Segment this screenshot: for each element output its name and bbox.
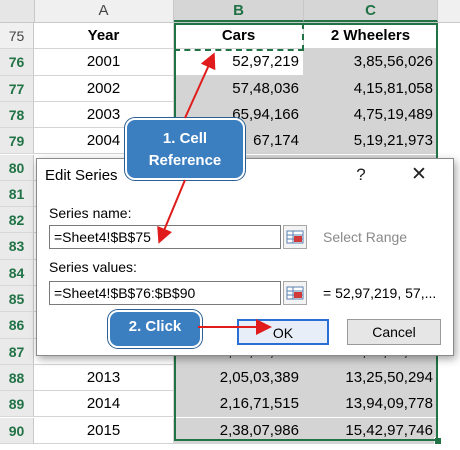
fill-handle[interactable] (434, 437, 442, 445)
table-cell-wheelers[interactable]: 13,25,50,294 (304, 364, 438, 392)
table-cell-cars[interactable]: 2,38,07,986 (174, 417, 304, 444)
select-range-hint: Select Range (323, 229, 408, 245)
ok-button[interactable]: OK (237, 319, 329, 345)
row-header[interactable]: 84 (0, 259, 34, 286)
dialog-title: Edit Series (45, 167, 118, 184)
row-header[interactable]: 83 (0, 233, 34, 260)
edit-series-dialog: Edit Series ? ✕ Series name: =Sheet4!$B$… (36, 158, 454, 356)
column-header-a[interactable]: A (34, 0, 174, 22)
table-cell-year[interactable]: 2013 (34, 364, 174, 392)
row-header[interactable]: 81 (0, 180, 34, 208)
table-cell-wheelers[interactable]: 4,75,19,489 (304, 101, 438, 129)
table-cell-cars[interactable]: 2,16,71,515 (174, 391, 304, 418)
table-cell-year[interactable]: 2002 (34, 75, 174, 102)
table-cell-cars[interactable]: 2,05,03,389 (174, 364, 304, 392)
table-cell-wheelers[interactable]: 4,15,81,058 (304, 75, 438, 102)
callout-line-1: 1. Cell (162, 130, 208, 147)
row-header[interactable]: 90 (0, 417, 34, 444)
row-header[interactable]: 85 (0, 286, 34, 313)
cancel-button[interactable]: Cancel (347, 319, 441, 345)
row-header[interactable]: 76 (0, 49, 34, 76)
select-all-corner[interactable] (0, 0, 35, 22)
row-header[interactable]: 79 (0, 128, 34, 155)
callout-line-2: Reference (148, 152, 222, 169)
row-header[interactable]: 87 (0, 338, 34, 365)
click-callout: 2. Click (108, 310, 202, 348)
row-header[interactable]: 82 (0, 207, 34, 234)
column-header-c[interactable]: C (304, 0, 438, 22)
row-header[interactable]: 86 (0, 312, 34, 339)
table-cell-year[interactable]: 2003 (34, 101, 174, 129)
row-header[interactable]: 77 (0, 75, 34, 102)
column-title-cars[interactable]: Cars (174, 23, 304, 50)
close-button[interactable]: ✕ (411, 164, 427, 185)
table-cell-year[interactable]: 2001 (34, 49, 174, 76)
series-values-label: Series values: (49, 259, 137, 275)
column-title-year[interactable]: Year (34, 23, 174, 50)
values-preview: = 52,97,219, 57,... (323, 285, 437, 301)
table-cell-wheelers[interactable]: 3,85,56,026 (304, 49, 438, 76)
cell-reference-callout: 1. Cell Reference (125, 118, 245, 180)
row-header[interactable]: 80 (0, 154, 34, 181)
table-cell-cars[interactable]: 52,97,219 (174, 49, 304, 76)
row-header[interactable]: 89 (0, 391, 34, 418)
row-header[interactable]: 88 (0, 364, 34, 392)
series-name-label: Series name: (49, 205, 132, 221)
help-button[interactable]: ? (356, 165, 366, 184)
row-header[interactable]: 78 (0, 101, 34, 129)
range-selector-button-values[interactable] (283, 281, 307, 305)
table-cell-year[interactable]: 2015 (34, 417, 174, 444)
table-cell-wheelers[interactable]: 13,94,09,778 (304, 391, 438, 418)
series-name-input[interactable]: =Sheet4!$B$75 (49, 225, 281, 249)
range-select-icon (286, 230, 304, 244)
column-header-bar: A B C (0, 0, 460, 23)
series-values-input[interactable]: =Sheet4!$B$76:$B$90 (49, 281, 281, 305)
table-cell-year[interactable]: 2014 (34, 391, 174, 418)
range-selector-button[interactable] (283, 225, 307, 249)
column-header-b[interactable]: B (174, 0, 304, 22)
range-select-icon (286, 286, 304, 300)
row-header[interactable]: 75 (0, 23, 34, 50)
table-cell-wheelers[interactable]: 15,42,97,746 (304, 417, 438, 444)
table-cell-wheelers[interactable]: 5,19,21,973 (304, 128, 438, 155)
column-title-2-wheelers[interactable]: 2 Wheelers (304, 23, 438, 50)
table-cell-cars[interactable]: 57,48,036 (174, 75, 304, 102)
